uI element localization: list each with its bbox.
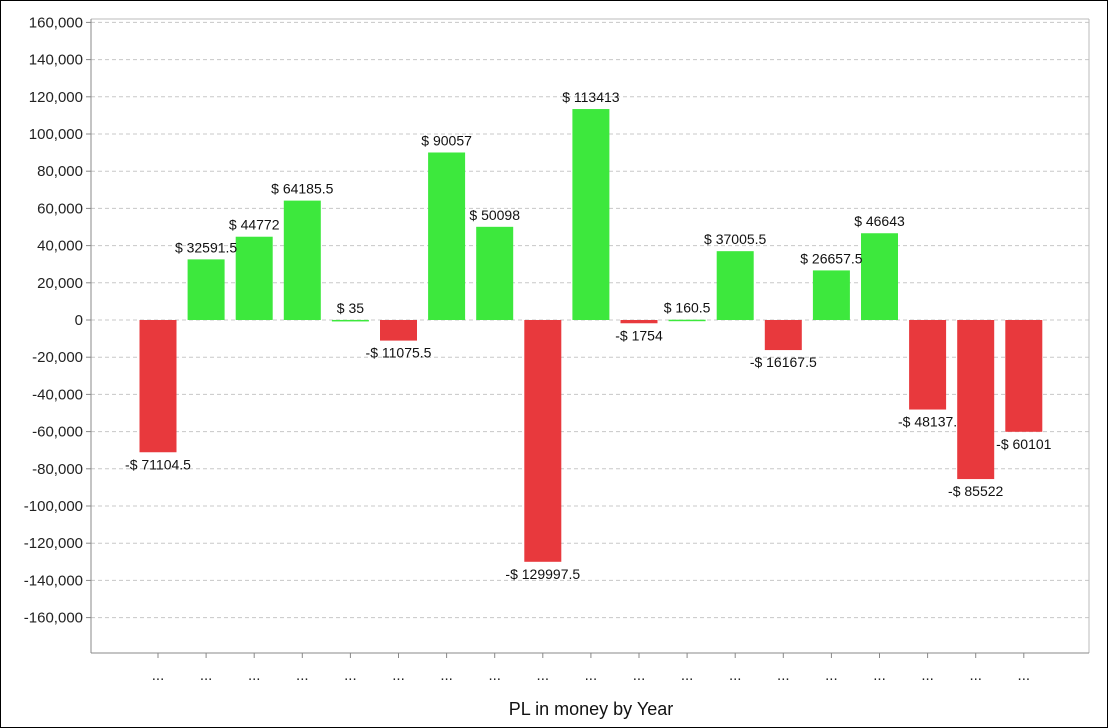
bar-value-label: $ 32591.5 [175, 239, 237, 255]
bar[interactable] [812, 270, 850, 320]
y-tick-label: 120,000 [29, 89, 83, 106]
bar-value-label: -$ 60101 [996, 436, 1051, 452]
x-tick-label: ... [296, 667, 309, 684]
bars [139, 109, 1043, 562]
bar-value-label: $ 64185.5 [271, 181, 333, 197]
bar-value-label: $ 50098 [469, 207, 520, 223]
bar[interactable] [139, 320, 177, 453]
data-labels: -$ 71104.5 $ 32591.5 $ 44772 $ 64185.5 $ 35 -… [125, 89, 1052, 582]
x-tick-label: ... [633, 667, 646, 684]
y-tick-label: 0 [75, 312, 83, 329]
bar[interactable] [1005, 320, 1043, 432]
y-tick-label: 80,000 [37, 163, 83, 180]
y-axis: 160,000 140,000 120,000 100,000 80,000 60,000… [24, 14, 92, 653]
bar-value-label: -$ 1754 [615, 327, 663, 343]
x-tick-label: ... [488, 667, 501, 684]
x-tick-label: ... [585, 667, 598, 684]
y-tick-label: -120,000 [24, 535, 83, 552]
bar[interactable] [380, 320, 417, 341]
x-tick-label: ... [825, 667, 838, 684]
y-tick-label: -160,000 [24, 610, 83, 627]
bar-value-label: -$ 85522 [948, 483, 1003, 499]
x-tick-label: ... [729, 667, 742, 684]
bar-value-label: $ 113413 [562, 89, 620, 105]
x-tick-label: ... [392, 667, 405, 684]
bar[interactable] [476, 226, 514, 320]
bar-value-label: -$ 71104.5 [125, 456, 191, 472]
y-tick-label: -100,000 [24, 498, 83, 515]
y-tick-label: -60,000 [32, 424, 83, 441]
x-axis: ........................................… [91, 652, 1089, 684]
x-tick-label: ... [1018, 667, 1031, 684]
bar-value-label: -$ 48137. [898, 414, 957, 430]
x-tick-label: ... [873, 667, 886, 684]
y-tick-label: 60,000 [37, 200, 83, 217]
bar-value-label: $ 160.5 [664, 300, 711, 316]
y-tick-label: -20,000 [32, 349, 83, 366]
bar[interactable] [283, 200, 321, 320]
x-tick-label: ... [969, 667, 982, 684]
bar-value-label: -$ 129997.5 [505, 566, 580, 582]
y-tick-label: 20,000 [37, 275, 83, 292]
bar-value-label: $ 35 [337, 300, 364, 316]
x-tick-label: ... [681, 667, 694, 684]
bar[interactable] [957, 320, 995, 480]
y-tick-label: -80,000 [32, 461, 83, 478]
bar[interactable] [764, 320, 802, 351]
y-tick-label: 100,000 [29, 126, 83, 143]
x-tick-label: ... [537, 667, 550, 684]
x-tick-label: ... [200, 667, 213, 684]
x-tick-label: ... [440, 667, 453, 684]
bar[interactable] [428, 152, 466, 320]
y-tick-label: 40,000 [37, 238, 83, 255]
bar-value-label: -$ 11075.5 [366, 345, 432, 361]
bar[interactable] [716, 251, 754, 320]
x-axis-label: PL in money by Year [509, 699, 673, 719]
bar[interactable] [572, 109, 610, 320]
bar-value-label: -$ 16167.5 [750, 354, 817, 370]
y-tick-label: 160,000 [29, 14, 83, 31]
y-tick-label: 140,000 [29, 52, 83, 69]
bar-value-label: $ 26657.5 [800, 250, 862, 266]
bar[interactable] [909, 320, 947, 410]
x-tick-label: ... [777, 667, 790, 684]
bar-value-label: $ 46643 [854, 213, 905, 229]
y-tick-label: -140,000 [24, 572, 83, 589]
bar[interactable] [524, 320, 562, 562]
bar-value-label: $ 44772 [229, 217, 280, 233]
x-tick-label: ... [152, 667, 165, 684]
bar-value-label: $ 37005.5 [704, 231, 766, 247]
bar[interactable] [187, 259, 225, 320]
x-tick-label: ... [921, 667, 934, 684]
x-tick-label: ... [248, 667, 261, 684]
bar[interactable] [235, 236, 273, 320]
x-tick-label: ... [344, 667, 357, 684]
bar[interactable] [861, 233, 898, 320]
bar-value-label: $ 90057 [421, 132, 472, 148]
y-tick-label: -40,000 [32, 386, 83, 403]
bar[interactable] [620, 320, 658, 324]
bar[interactable] [668, 319, 706, 322]
bar[interactable] [331, 319, 369, 322]
